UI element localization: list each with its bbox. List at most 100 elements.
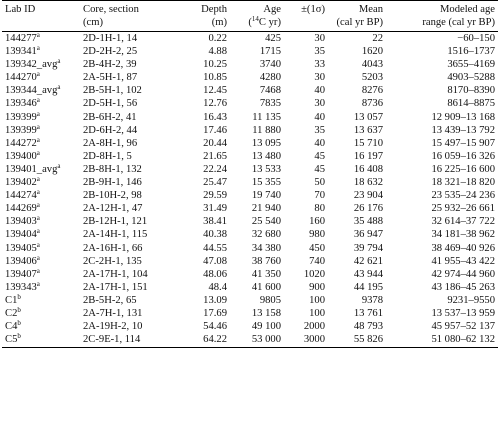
cell-depth: 12.76	[203, 98, 227, 110]
cell-modeled-range: 16 059–16 326	[431, 150, 495, 162]
cell-error: 1020	[303, 268, 325, 280]
cell-modeled-range: 9231–9550	[447, 294, 495, 306]
cell-depth: 0.22	[208, 33, 227, 44]
footnote-marker: a	[36, 109, 40, 118]
cell-age: 41 350	[251, 268, 281, 280]
table-row: 139404a 2A-14H-1, 115 40.38 32 680 980 36 947…	[2, 228, 498, 241]
footnote-marker: b	[17, 332, 21, 341]
cell-age: 32 680	[251, 229, 281, 241]
cell-core-section: 2D-5H-1, 56	[83, 98, 138, 110]
footnote-marker: a	[36, 214, 40, 223]
cell-lab-id: C1b	[5, 292, 21, 306]
cell-depth: 17.46	[203, 124, 227, 136]
footnote-marker: a	[36, 70, 40, 79]
footnote-marker: a	[36, 279, 40, 288]
header-depth: Depth	[180, 0, 230, 16]
cell-depth: 48.4	[208, 281, 227, 293]
cell-lab-id: 139344_avga	[5, 83, 61, 97]
table-row: 144272a 2A-8H-1, 96 20.44 13 095 40 15 710 15 …	[2, 135, 498, 150]
table-row: 139341a 2D-2H-2, 25 4.88 1715 35 1620 1516–173…	[2, 45, 498, 58]
cell-modeled-range: 42 974–44 960	[431, 268, 495, 280]
cell-core-section: 2B-5H-2, 65	[83, 294, 137, 306]
table-row: 144269a 2A-12H-1, 47 31.49 21 940 80 26 176 25…	[2, 202, 498, 215]
table-row: 144270a 2A-5H-1, 87 10.85 4280 30 5203 4903–52…	[2, 71, 498, 84]
cell-error: 70	[314, 190, 325, 202]
cell-error: 3000	[284, 333, 328, 349]
cell-age: 15 355	[251, 177, 281, 189]
table-header: Lab ID Core, section Depth Age ±(1σ) Mea…	[2, 0, 498, 32]
cell-age: 38 760	[251, 255, 281, 267]
table-row: 139399a 2B-6H-2, 41 16.43 11 135 40 13 057 12 …	[2, 109, 498, 124]
cell-mean: 4043	[361, 59, 383, 71]
table-row: C4b 2A-19H-2, 10 54.46 49 100 2000 48 793 45 9…	[2, 320, 498, 333]
cell-lab-id: 139404a	[5, 227, 40, 241]
cell-mean: 55 826	[328, 333, 386, 349]
cell-modeled-range: 13 537–13 959	[431, 307, 495, 319]
cell-error: 30	[314, 98, 325, 110]
footnote-marker: a	[36, 31, 40, 39]
cell-modeled-range: −60–150	[457, 33, 495, 44]
table-row: 139342_avga 2B-4H-2, 39 10.25 3740 33 4043 365…	[2, 58, 498, 71]
header-core-unit: (cm)	[80, 16, 180, 32]
cell-mean: 26 176	[353, 203, 383, 215]
footnote-marker: a	[57, 161, 61, 170]
table-row: 139401_avga 2B-8H-1, 132 22.24 13 533 45 16 4…	[2, 161, 498, 176]
cell-modeled-range: 41 955–43 422	[431, 255, 495, 267]
header-range-unit: range (cal yr BP)	[386, 16, 498, 32]
table-row: 139403a 2B-12H-1, 121 38.41 25 540 160 35 488…	[2, 215, 498, 228]
cell-depth: 17.69	[203, 307, 227, 319]
table-row: 139343a 2A-17H-1, 151 48.4 41 600 900 44 195 4…	[2, 279, 498, 294]
cell-lab-id: 139405a	[5, 240, 40, 254]
cell-depth: 29.59	[203, 190, 227, 202]
cell-core-section: 2A-5H-1, 87	[83, 72, 138, 84]
cell-depth: 40.38	[203, 229, 227, 241]
cell-modeled-range: 38 469–40 926	[431, 242, 495, 254]
footnote-marker: a	[57, 57, 61, 66]
cell-core-section: 2A-8H-1, 96	[83, 137, 138, 149]
cell-lab-id: 139402a	[5, 175, 40, 189]
cell-error: 45	[314, 150, 325, 162]
cell-lab-id: 139342_avga	[5, 57, 61, 71]
cell-error: 45	[314, 163, 325, 175]
cell-age: 425	[265, 33, 281, 44]
cell-mean: 42 621	[353, 255, 383, 267]
cell-mean: 8276	[361, 85, 383, 97]
footnote-marker: b	[17, 319, 21, 328]
cell-lab-id: 144274a	[5, 188, 40, 202]
cell-core-section: 2B-6H-2, 41	[83, 111, 137, 123]
cell-age: 13 533	[251, 163, 281, 175]
cell-modeled-range: 45 957–52 137	[431, 321, 495, 333]
cell-lab-id: 144272a	[5, 135, 40, 149]
header-row-2: (cm) (m) (14C yr) (cal yr BP) range (cal…	[2, 16, 498, 32]
cell-modeled-range: 18 321–18 820	[431, 177, 495, 189]
cell-mean: 18 632	[353, 177, 383, 189]
cell-age: 13 158	[251, 307, 281, 319]
cell-mean: 43 944	[353, 268, 383, 280]
cell-age: 1715	[259, 46, 281, 58]
cell-error: 35	[314, 124, 325, 136]
cell-mean: 13 057	[353, 111, 383, 123]
cell-error: 900	[309, 281, 325, 293]
cell-depth: 47.08	[203, 255, 227, 267]
footnote-marker: a	[36, 175, 40, 184]
cell-error: 33	[314, 59, 325, 71]
cell-age: 53 000	[230, 333, 284, 349]
header-mean: Mean	[328, 0, 386, 16]
cell-core-section: 2C-9E-1, 114	[80, 333, 180, 349]
cell-mean: 8736	[361, 98, 383, 110]
cell-core-section: 2C-2H-1, 135	[83, 255, 142, 267]
cell-lab-id: 139407a	[5, 266, 40, 280]
cell-core-section: 2A-17H-1, 151	[83, 281, 148, 293]
cell-modeled-range: 43 186–45 263	[431, 281, 495, 293]
table-row: 139402a 2B-9H-1, 146 25.47 15 355 50 18 632 18…	[2, 176, 498, 189]
cell-modeled-range: 8170–8390	[447, 85, 495, 97]
cell-lab-id: C5b	[2, 332, 80, 349]
cell-age: 19 740	[251, 190, 281, 202]
cell-lab-id: 139403a	[5, 214, 40, 228]
cell-mean: 36 947	[353, 229, 383, 241]
cell-error: 30	[314, 33, 325, 44]
cell-modeled-range: 23 535–24 236	[431, 190, 495, 202]
table-row: 139407a 2A-17H-1, 104 48.06 41 350 1020 43 94…	[2, 266, 498, 281]
cell-mean: 13 761	[353, 307, 383, 319]
